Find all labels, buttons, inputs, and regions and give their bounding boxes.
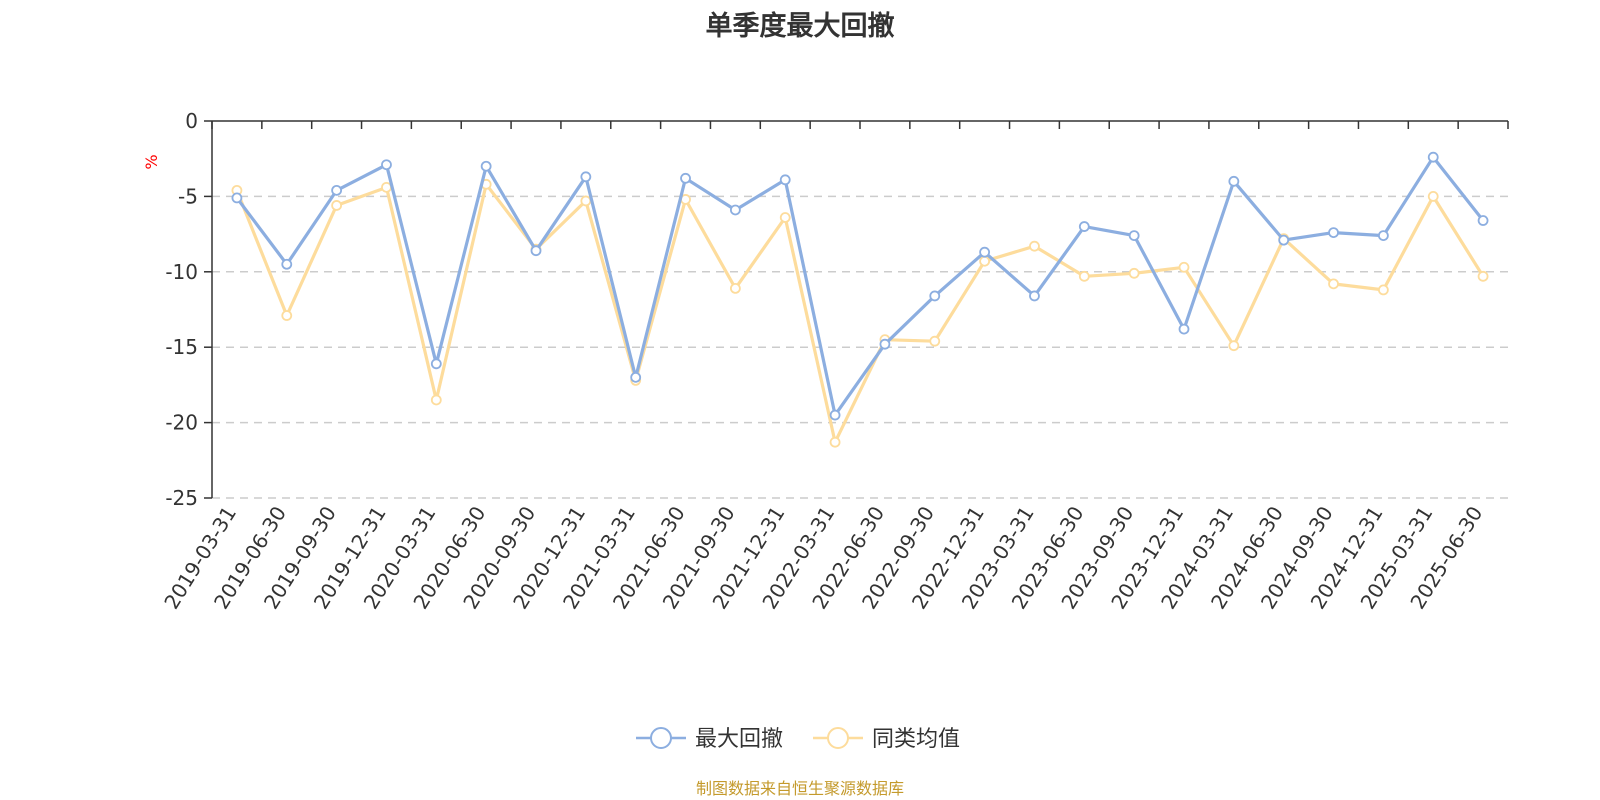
series-line-peer-average bbox=[235, 182, 1485, 444]
data-point-peer-average bbox=[1377, 284, 1389, 296]
data-point-peer-average bbox=[381, 181, 392, 193]
legend-item-max-drawdown[interactable]: 最大回撤 bbox=[636, 727, 783, 752]
grid-lines bbox=[212, 195, 1508, 499]
data-point-max-drawdown bbox=[1128, 230, 1140, 242]
data-point-peer-average bbox=[1477, 270, 1489, 282]
data-point-max-drawdown bbox=[381, 159, 392, 171]
legend-label: 最大回撤 bbox=[695, 727, 783, 752]
chart-title: 单季度最大回撤 bbox=[705, 11, 895, 42]
data-point-max-drawdown bbox=[1477, 215, 1489, 226]
data-point-max-drawdown bbox=[1278, 234, 1290, 246]
data-point-peer-average bbox=[1078, 270, 1090, 282]
data-point-max-drawdown bbox=[430, 358, 442, 370]
y-tick-label: 0 bbox=[185, 109, 198, 133]
y-tick-label: -5 bbox=[178, 184, 198, 208]
data-point-max-drawdown bbox=[480, 160, 492, 172]
data-point-peer-average bbox=[1128, 267, 1140, 279]
data-point-peer-average bbox=[331, 200, 343, 211]
series-lines bbox=[231, 151, 1489, 448]
data-point-max-drawdown bbox=[331, 184, 343, 196]
data-point-peer-average bbox=[829, 436, 841, 448]
data-point-max-drawdown bbox=[779, 174, 791, 186]
data-point-max-drawdown bbox=[929, 290, 941, 302]
data-point-peer-average bbox=[580, 195, 592, 207]
data-point-peer-average bbox=[1427, 190, 1439, 202]
legend-circle-icon bbox=[650, 727, 672, 749]
source-note: 制图数据来自恒生聚源数据库 bbox=[695, 779, 904, 798]
y-tick-label: -15 bbox=[165, 335, 198, 359]
legend-circle-icon bbox=[827, 727, 849, 749]
data-point-max-drawdown bbox=[729, 204, 741, 216]
data-point-peer-average bbox=[779, 212, 791, 223]
data-point-max-drawdown bbox=[281, 258, 293, 270]
data-point-peer-average bbox=[1228, 340, 1240, 352]
data-point-max-drawdown bbox=[1328, 227, 1339, 238]
y-tick-label: -20 bbox=[165, 411, 198, 435]
data-point-max-drawdown bbox=[1228, 175, 1240, 187]
data-point-peer-average bbox=[929, 335, 941, 347]
y-axis-unit: % bbox=[142, 154, 161, 169]
data-point-peer-average bbox=[729, 282, 741, 294]
data-point-max-drawdown bbox=[979, 246, 991, 258]
data-point-peer-average bbox=[430, 394, 442, 406]
legend-item-peer-average[interactable]: 同类均值 bbox=[813, 727, 960, 752]
data-point-max-drawdown bbox=[1078, 221, 1090, 232]
data-point-max-drawdown bbox=[1377, 230, 1389, 242]
legend-label: 同类均值 bbox=[872, 727, 960, 752]
data-point-max-drawdown bbox=[231, 192, 243, 204]
data-point-max-drawdown bbox=[1029, 290, 1040, 302]
data-point-max-drawdown bbox=[580, 171, 592, 183]
series-line-max-drawdown bbox=[235, 155, 1485, 417]
data-point-peer-average bbox=[1178, 261, 1190, 273]
data-point-peer-average bbox=[1029, 240, 1040, 252]
legend[interactable]: 最大回撤 同类均值 bbox=[636, 727, 960, 752]
y-tick-label: -25 bbox=[165, 486, 198, 510]
data-point-peer-average bbox=[281, 310, 293, 321]
data-point-max-drawdown bbox=[1178, 323, 1190, 335]
data-point-max-drawdown bbox=[630, 371, 642, 383]
data-point-max-drawdown bbox=[879, 338, 891, 350]
data-point-peer-average bbox=[979, 255, 991, 267]
data-point-max-drawdown bbox=[530, 245, 542, 257]
data-point-peer-average bbox=[1328, 278, 1339, 290]
y-tick-label: -10 bbox=[165, 260, 198, 284]
data-point-max-drawdown bbox=[680, 172, 691, 184]
data-point-max-drawdown bbox=[1427, 151, 1439, 163]
data-point-max-drawdown bbox=[829, 409, 841, 421]
